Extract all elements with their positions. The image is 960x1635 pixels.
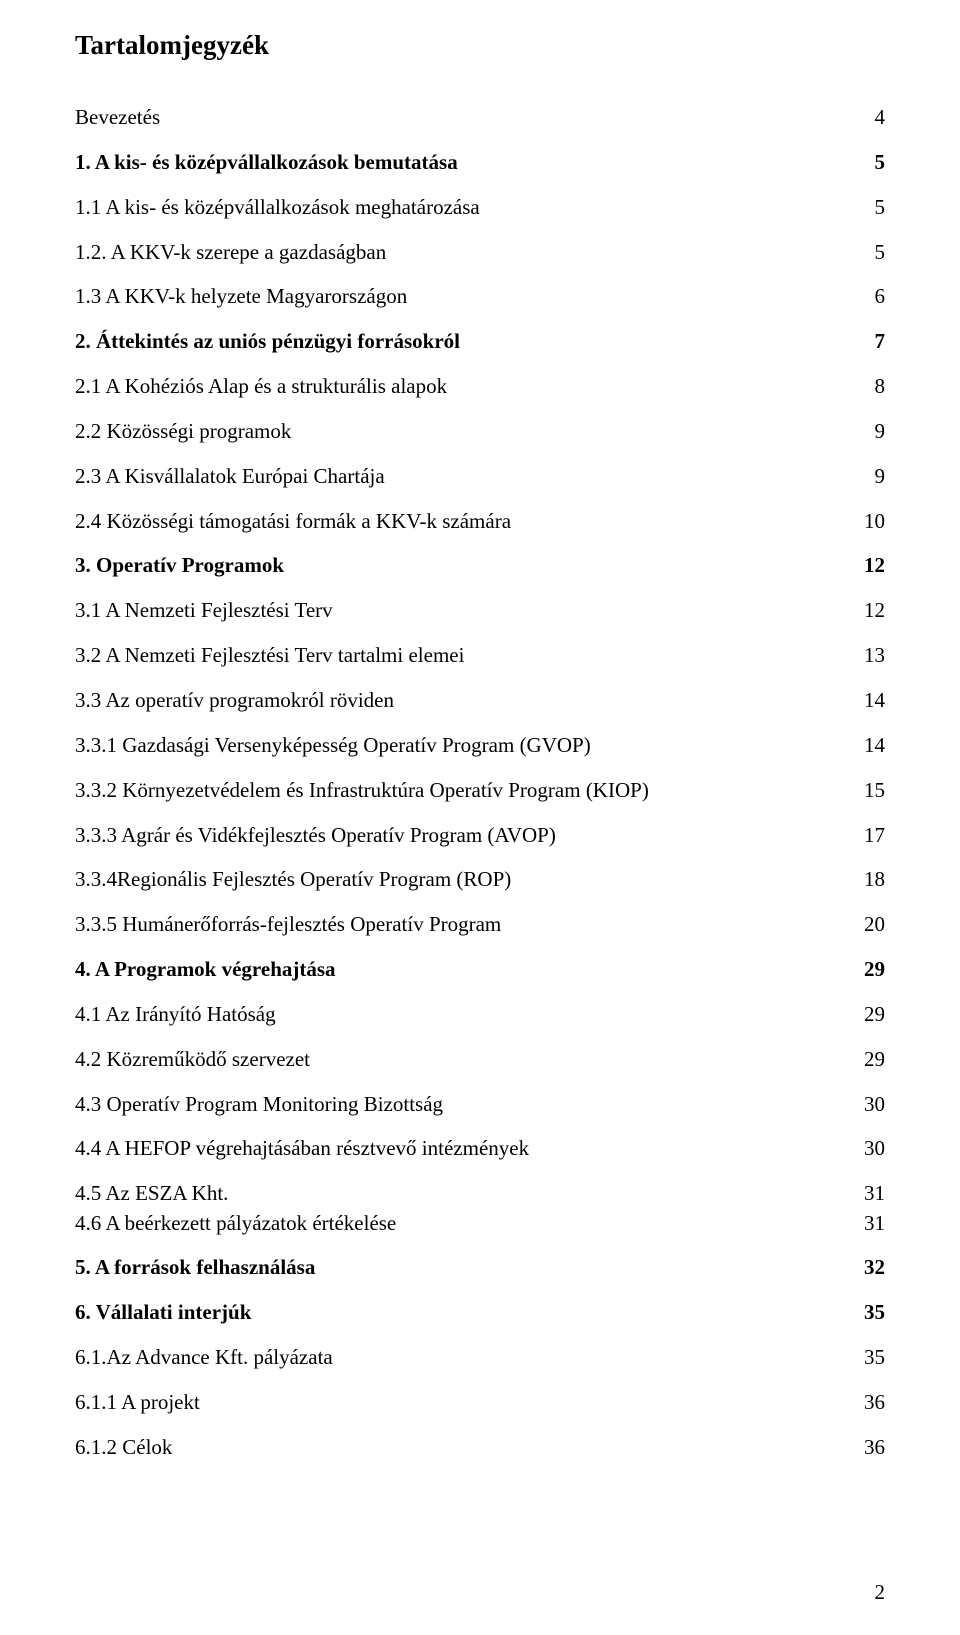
toc-entry-page: 18: [850, 865, 885, 893]
toc-entry-label: 4.6 A beérkezett pályázatok értékelése: [75, 1209, 850, 1237]
toc-entry: 3.3.5 Humánerőforrás-fejlesztés Operatív…: [75, 910, 885, 938]
toc-entry-label: 4.4 A HEFOP végrehajtásában résztvevő in…: [75, 1134, 850, 1162]
toc-entry-page: 29: [850, 955, 885, 983]
toc-entry-label: 6.1.Az Advance Kft. pályázata: [75, 1343, 850, 1371]
toc-entry-label: 1.1 A kis- és középvállalkozások meghatá…: [75, 193, 850, 221]
toc-entry-page: 9: [850, 417, 885, 445]
toc-entry-page: 13: [850, 641, 885, 669]
toc-list: Bevezetés41. A kis- és középvállalkozáso…: [75, 103, 885, 1461]
toc-entry: 5. A források felhasználása32: [75, 1253, 885, 1281]
toc-entry: 2. Áttekintés az uniós pénzügyi források…: [75, 327, 885, 355]
toc-entry: 3. Operatív Programok12: [75, 551, 885, 579]
toc-entry-page: 17: [850, 821, 885, 849]
toc-entry: 3.1 A Nemzeti Fejlesztési Terv12: [75, 596, 885, 624]
toc-entry: 2.2 Közösségi programok9: [75, 417, 885, 445]
toc-entry-page: 36: [850, 1388, 885, 1416]
toc-entry-label: 2.4 Közösségi támogatási formák a KKV-k …: [75, 507, 850, 535]
toc-entry-label: 2.2 Közösségi programok: [75, 417, 850, 445]
toc-title: Tartalomjegyzék: [75, 30, 885, 61]
toc-entry: 6. Vállalati interjúk35: [75, 1298, 885, 1326]
toc-entry: 4.5 Az ESZA Kht.31: [75, 1179, 885, 1207]
toc-entry-page: 30: [850, 1134, 885, 1162]
toc-entry-label: 6.1.1 A projekt: [75, 1388, 850, 1416]
toc-entry-page: 30: [850, 1090, 885, 1118]
toc-entry-label: 4.2 Közreműködő szervezet: [75, 1045, 850, 1073]
toc-entry: 3.3.4Regionális Fejlesztés Operatív Prog…: [75, 865, 885, 893]
toc-entry-label: 4.1 Az Irányító Hatóság: [75, 1000, 850, 1028]
toc-entry-label: 4.5 Az ESZA Kht.: [75, 1179, 850, 1207]
toc-entry: 4.4 A HEFOP végrehajtásában résztvevő in…: [75, 1134, 885, 1162]
toc-entry-page: 29: [850, 1045, 885, 1073]
toc-entry-page: 5: [850, 193, 885, 221]
toc-entry-label: 1.3 A KKV-k helyzete Magyarországon: [75, 282, 850, 310]
toc-entry-label: 2.1 A Kohéziós Alap és a strukturális al…: [75, 372, 850, 400]
toc-entry-label: 2. Áttekintés az uniós pénzügyi források…: [75, 327, 850, 355]
toc-entry-page: 4: [850, 103, 885, 131]
toc-entry-label: 2.3 A Kisvállalatok Európai Chartája: [75, 462, 850, 490]
toc-entry: 4. A Programok végrehajtása29: [75, 955, 885, 983]
toc-entry: 3.3.3 Agrár és Vidékfejlesztés Operatív …: [75, 821, 885, 849]
toc-entry: Bevezetés4: [75, 103, 885, 131]
toc-entry: 4.3 Operatív Program Monitoring Bizottsá…: [75, 1090, 885, 1118]
toc-entry-page: 14: [850, 731, 885, 759]
toc-entry: 2.3 A Kisvállalatok Európai Chartája9: [75, 462, 885, 490]
toc-entry: 4.1 Az Irányító Hatóság29: [75, 1000, 885, 1028]
toc-entry-page: 36: [850, 1433, 885, 1461]
toc-entry-page: 7: [850, 327, 885, 355]
toc-entry-label: 1. A kis- és középvállalkozások bemutatá…: [75, 148, 850, 176]
toc-entry-page: 14: [850, 686, 885, 714]
toc-entry-page: 5: [850, 148, 885, 176]
toc-entry: 4.6 A beérkezett pályázatok értékelése31: [75, 1209, 885, 1237]
toc-entry: 2.1 A Kohéziós Alap és a strukturális al…: [75, 372, 885, 400]
toc-entry: 1.1 A kis- és középvállalkozások meghatá…: [75, 193, 885, 221]
toc-entry-page: 9: [850, 462, 885, 490]
toc-entry-page: 5: [850, 238, 885, 266]
toc-entry-label: 3.3.5 Humánerőforrás-fejlesztés Operatív…: [75, 910, 850, 938]
toc-entry: 6.1.Az Advance Kft. pályázata35: [75, 1343, 885, 1371]
toc-entry-label: 4.3 Operatív Program Monitoring Bizottsá…: [75, 1090, 850, 1118]
page-number: 2: [875, 1580, 886, 1605]
toc-entry-label: 6. Vállalati interjúk: [75, 1298, 850, 1326]
toc-entry-label: Bevezetés: [75, 103, 850, 131]
toc-entry: 2.4 Közösségi támogatási formák a KKV-k …: [75, 507, 885, 535]
toc-entry-page: 6: [850, 282, 885, 310]
toc-entry-page: 12: [850, 596, 885, 624]
toc-entry-page: 20: [850, 910, 885, 938]
toc-entry-page: 10: [850, 507, 885, 535]
toc-entry: 1. A kis- és középvállalkozások bemutatá…: [75, 148, 885, 176]
toc-entry-label: 3.3.2 Környezetvédelem és Infrastruktúra…: [75, 776, 850, 804]
toc-entry: 3.3.2 Környezetvédelem és Infrastruktúra…: [75, 776, 885, 804]
toc-entry: 6.1.1 A projekt36: [75, 1388, 885, 1416]
toc-entry-label: 3. Operatív Programok: [75, 551, 850, 579]
toc-entry-label: 3.3 Az operatív programokról röviden: [75, 686, 850, 714]
toc-entry: 3.3.1 Gazdasági Versenyképesség Operatív…: [75, 731, 885, 759]
toc-entry: 3.2 A Nemzeti Fejlesztési Terv tartalmi …: [75, 641, 885, 669]
toc-entry-label: 3.3.4Regionális Fejlesztés Operatív Prog…: [75, 865, 850, 893]
toc-entry-page: 35: [850, 1298, 885, 1326]
toc-entry-page: 29: [850, 1000, 885, 1028]
toc-entry-label: 3.3.1 Gazdasági Versenyképesség Operatív…: [75, 731, 850, 759]
toc-entry: 6.1.2 Célok36: [75, 1433, 885, 1461]
toc-entry-page: 12: [850, 551, 885, 579]
toc-entry-label: 3.2 A Nemzeti Fejlesztési Terv tartalmi …: [75, 641, 850, 669]
toc-entry-label: 5. A források felhasználása: [75, 1253, 850, 1281]
toc-entry-page: 31: [850, 1179, 885, 1207]
toc-entry-page: 31: [850, 1209, 885, 1237]
toc-entry-label: 4. A Programok végrehajtása: [75, 955, 850, 983]
toc-entry-page: 32: [850, 1253, 885, 1281]
toc-entry: 1.3 A KKV-k helyzete Magyarországon6: [75, 282, 885, 310]
toc-entry-page: 35: [850, 1343, 885, 1371]
toc-entry-label: 3.3.3 Agrár és Vidékfejlesztés Operatív …: [75, 821, 850, 849]
toc-entry-page: 15: [850, 776, 885, 804]
toc-entry-label: 1.2. A KKV-k szerepe a gazdaságban: [75, 238, 850, 266]
toc-entry: 1.2. A KKV-k szerepe a gazdaságban5: [75, 238, 885, 266]
toc-entry: 3.3 Az operatív programokról röviden14: [75, 686, 885, 714]
toc-entry-label: 6.1.2 Célok: [75, 1433, 850, 1461]
toc-entry-page: 8: [850, 372, 885, 400]
toc-entry-label: 3.1 A Nemzeti Fejlesztési Terv: [75, 596, 850, 624]
toc-entry: 4.2 Közreműködő szervezet29: [75, 1045, 885, 1073]
